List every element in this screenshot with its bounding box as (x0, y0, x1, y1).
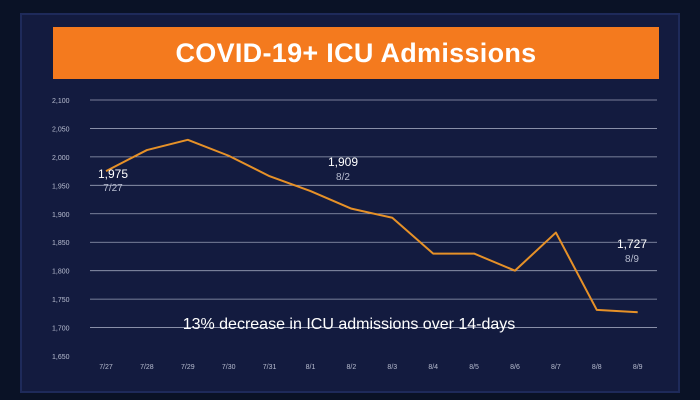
annotation-date: 8/2 (336, 172, 350, 183)
annotations: 1,975 7/27 1,909 8/2 1,727 8/9 (98, 155, 647, 265)
x-tick-label: 7/28 (140, 364, 154, 371)
x-tick-label: 8/7 (551, 364, 561, 371)
annotation-date: 8/9 (625, 254, 639, 265)
annotation-value: 1,975 (98, 167, 128, 181)
summary-note: 13% decrease in ICU admissions over 14-d… (183, 316, 516, 333)
y-tick-label: 1,950 (52, 183, 70, 190)
x-tick-label: 7/29 (181, 364, 195, 371)
annotation-value: 1,909 (328, 155, 358, 169)
title-bar: COVID-19+ ICU Admissions (53, 27, 659, 79)
y-tick-label: 1,850 (52, 240, 70, 247)
x-tick-label: 8/5 (469, 364, 479, 371)
x-tick-label: 8/2 (347, 364, 357, 371)
annotation-value: 1,727 (617, 237, 647, 251)
x-tick-label: 7/27 (99, 364, 113, 371)
x-tick-label: 7/31 (263, 364, 277, 371)
y-tick-label: 2,050 (52, 126, 70, 133)
x-tick-label: 8/6 (510, 364, 520, 371)
y-axis-ticks: 1,650 1,700 1,750 1,800 1,850 1,900 1,950 2,000… (52, 98, 70, 361)
y-tick-label: 1,750 (52, 297, 70, 304)
y-tick-label: 1,900 (52, 212, 70, 219)
x-tick-label: 8/3 (387, 364, 397, 371)
x-axis-ticks: 7/27 7/28 7/29 7/30 7/31 8/1 8/2 8/3 8/4 8/5 8/6 8/… (99, 364, 642, 371)
x-tick-label: 8/8 (592, 364, 602, 371)
x-tick-label: 8/4 (428, 364, 438, 371)
x-tick-label: 7/30 (222, 364, 236, 371)
y-tick-label: 1,700 (52, 326, 70, 333)
annotation-date: 7/27 (103, 183, 123, 194)
y-tick-label: 2,100 (52, 98, 70, 105)
y-tick-label: 2,000 (52, 155, 70, 162)
series-line (105, 138, 638, 314)
gridlines (90, 99, 657, 328)
chart-title: COVID-19+ ICU Admissions (175, 37, 537, 68)
x-tick-label: 8/9 (633, 364, 643, 371)
y-tick-label: 1,800 (52, 269, 70, 276)
x-tick-label: 8/1 (306, 364, 316, 371)
y-tick-label: 1,650 (52, 354, 70, 361)
series-line-path (105, 138, 638, 314)
